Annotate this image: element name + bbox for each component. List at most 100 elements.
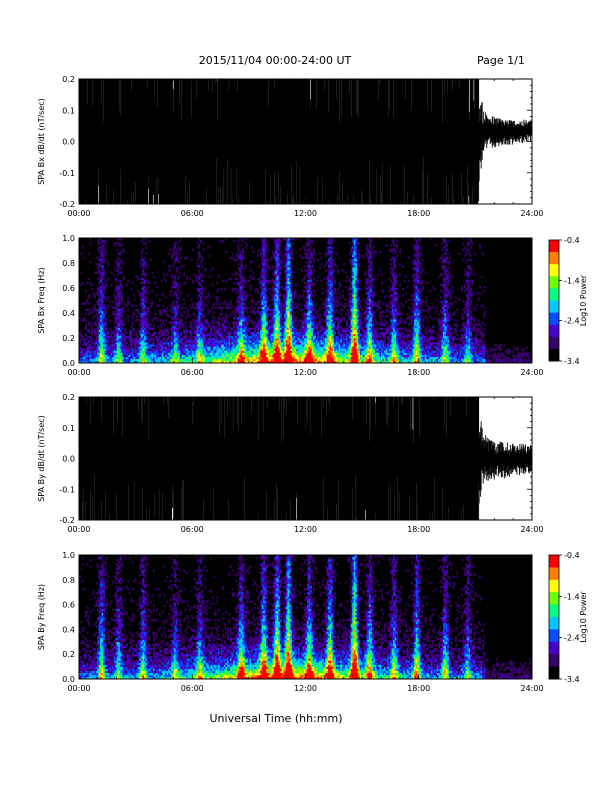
spectrogram-cell: [129, 303, 131, 305]
spectrogram-cell: [133, 328, 135, 330]
spectrogram-cell: [161, 326, 163, 328]
spectrogram-cell: [251, 261, 253, 263]
spectrogram-cell: [316, 326, 318, 328]
spectrogram-cell: [123, 307, 125, 309]
spectrogram-cell: [115, 319, 117, 321]
spectrogram-cell: [106, 280, 108, 282]
spectrogram-cell: [121, 332, 123, 334]
spectrogram-cell: [206, 305, 208, 307]
spectrogram-cell: [204, 326, 206, 328]
spectrogram-cell: [133, 330, 135, 332]
spectrogram-cell: [293, 296, 295, 298]
spectrogram-cell: [198, 278, 200, 280]
spectrogram-cell: [85, 303, 87, 305]
spectrogram-cell: [84, 257, 86, 259]
spectrogram-cell: [150, 259, 152, 261]
spectrogram-cell: [280, 240, 282, 242]
spectrogram-cell: [191, 259, 193, 261]
spectrogram-cell: [225, 334, 227, 336]
spectrogram-cell: [293, 328, 295, 330]
spectrogram-cell: [103, 261, 105, 263]
spectrogram-cell: [173, 248, 175, 250]
spectrogram-cell: [266, 317, 268, 319]
spectrogram-cell: [266, 263, 268, 265]
spectrogram-cell: [319, 319, 321, 321]
waveform-path: [79, 63, 532, 219]
spectrogram-cell: [156, 336, 158, 338]
spectrogram-cell: [106, 261, 108, 263]
spectrogram-cell: [102, 246, 104, 248]
spectrogram-cell: [94, 294, 96, 296]
spectrogram-cell: [200, 307, 202, 309]
spectrogram-cell: [155, 313, 157, 315]
spectrogram-cell: [145, 298, 147, 300]
spectrogram-cell: [251, 319, 253, 321]
spectrogram-cell: [186, 276, 188, 278]
spectrogram-cell: [248, 280, 250, 282]
spectrogram-cell: [148, 315, 150, 317]
spectrogram-cell: [301, 313, 303, 315]
spectrogram-cell: [121, 340, 123, 342]
spectrogram-cell: [120, 267, 122, 269]
spectrogram-cell: [120, 301, 122, 303]
spectrogram-cell: [164, 332, 166, 334]
spectrogram-cell: [127, 315, 129, 317]
spectrogram-cell: [203, 248, 205, 250]
spectrogram-cell: [191, 334, 193, 336]
spectrogram-cell: [266, 261, 268, 263]
spectrogram-cell: [268, 265, 270, 267]
spectrogram-cell: [312, 303, 314, 305]
spectrogram-cell: [103, 244, 105, 246]
spectrogram-cell: [170, 315, 172, 317]
spectrogram-cell: [295, 292, 297, 294]
spectrogram-cell: [153, 326, 155, 328]
spectrogram-cell: [210, 269, 212, 271]
spectrogram-cell: [103, 280, 105, 282]
spectrogram-cell: [97, 240, 99, 242]
spectrogram-cell: [90, 282, 92, 284]
spectrogram-cell: [182, 338, 184, 340]
spectrogram-cell: [126, 342, 128, 344]
spectrogram-cell: [295, 305, 297, 307]
spectrogram-cell: [156, 294, 158, 296]
spectrogram-cell: [99, 248, 101, 250]
spectrogram-cell: [138, 290, 140, 292]
spectrogram-cell: [151, 346, 153, 348]
spectrogram-cell: [183, 265, 185, 267]
spectrogram-cell: [281, 255, 283, 257]
spectrogram-cell: [99, 282, 101, 284]
spectrogram-cell: [247, 332, 249, 334]
spectrogram-cell: [171, 290, 173, 292]
spectrogram-cell: [295, 319, 297, 321]
spectrogram-cell: [309, 244, 311, 246]
spectrogram-cell: [251, 298, 253, 300]
spectrogram-cell: [207, 323, 209, 325]
spectrogram-cell: [136, 315, 138, 317]
spectrogram-cell: [198, 257, 200, 259]
spectrogram-cell: [130, 330, 132, 332]
spectrogram-cell: [165, 280, 167, 282]
spectrogram-cell: [105, 342, 107, 344]
spectrogram-cell: [88, 296, 90, 298]
spectrogram-cell: [91, 326, 93, 328]
spectrogram-cell: [230, 278, 232, 280]
spectrogram-cell: [221, 313, 223, 315]
spectrogram-cell: [259, 301, 261, 303]
spectrogram-cell: [126, 332, 128, 334]
spectrogram-cell: [247, 309, 249, 311]
spectrogram-cell: [144, 265, 146, 267]
spectrogram-cell: [201, 280, 203, 282]
spectrogram-cell: [298, 321, 300, 323]
spectrogram-cell: [310, 280, 312, 282]
spectrogram-cell: [186, 332, 188, 334]
spectrogram-cell: [242, 311, 244, 313]
spectrogram-cell: [204, 303, 206, 305]
spectrogram-cell: [176, 315, 178, 317]
spectrogram-cell: [242, 276, 244, 278]
spectrogram-cell: [304, 248, 306, 250]
spectrogram-cell: [319, 323, 321, 325]
spectrogram-cell: [162, 319, 164, 321]
spectrogram-cell: [185, 307, 187, 309]
spectrogram-cell: [281, 323, 283, 325]
spectrogram-cell: [290, 269, 292, 271]
